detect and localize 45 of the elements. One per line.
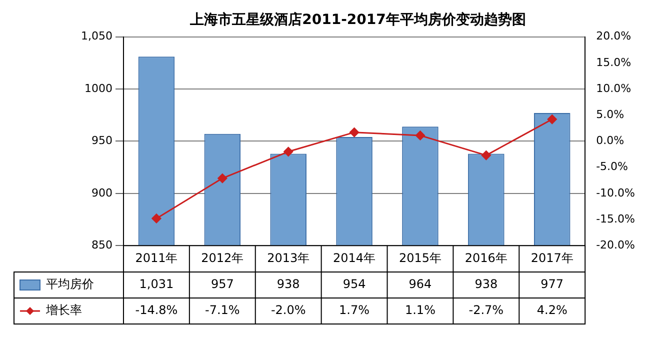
y2-tick-label: 0.0% (596, 134, 624, 148)
data-label: 957 (210, 277, 234, 292)
legend-label: 平均房价 (46, 277, 94, 292)
y2-tick-label: 15.0% (596, 56, 632, 69)
data-label: 938 (276, 277, 300, 292)
point (415, 130, 425, 140)
y2-tick-label: -10.0% (596, 186, 636, 200)
data-label: 977 (540, 277, 564, 292)
point (152, 214, 162, 224)
data-label: 964 (408, 277, 432, 292)
x-tick-label: 2016年 (464, 250, 508, 265)
x-tick-label: 2013年 (267, 250, 310, 265)
x-tick-label: 2015年 (398, 250, 442, 265)
y-tick-label: 1000 (84, 82, 112, 95)
y2-tick-label: -20.0% (596, 238, 636, 252)
data-label: -2.7% (468, 303, 504, 318)
data-label: 954 (342, 277, 366, 292)
x-tick-label: 2014年 (333, 250, 376, 265)
y-tick-label: 1,050 (80, 30, 112, 43)
point (284, 146, 294, 156)
point (350, 128, 360, 138)
point (481, 150, 491, 160)
legend-label: 增长率 (45, 303, 82, 318)
data-label: -7.1% (204, 303, 240, 318)
y2-tick-label: 5.0% (596, 108, 624, 121)
data-label: 1.1% (404, 303, 436, 318)
data-label: 938 (474, 277, 498, 292)
y-tick-label: 850 (91, 238, 112, 252)
y2-tick-label: 20.0% (596, 30, 632, 43)
data-label: 4.2% (536, 303, 568, 318)
x-tick-label: 2012年 (201, 250, 244, 265)
y-tick-label: 900 (91, 186, 112, 200)
y-tick-label: 950 (91, 134, 112, 148)
data-label: 1,031 (139, 277, 174, 292)
x-tick-label: 2011年 (135, 250, 178, 265)
point (547, 114, 557, 124)
data-label: -2.0% (270, 303, 306, 318)
chart-title: 上海市五星级酒店2011-2017年平均房价变动趋势图 (189, 11, 526, 28)
x-tick-label: 2017年 (530, 250, 574, 265)
point (218, 174, 228, 184)
data-label: -14.8% (135, 303, 178, 318)
y2-tick-label: -5.0% (596, 160, 628, 174)
y2-tick-label: 10.0% (596, 82, 632, 95)
data-label: 1.7% (339, 303, 370, 318)
y2-tick-label: -15.0% (596, 212, 636, 226)
